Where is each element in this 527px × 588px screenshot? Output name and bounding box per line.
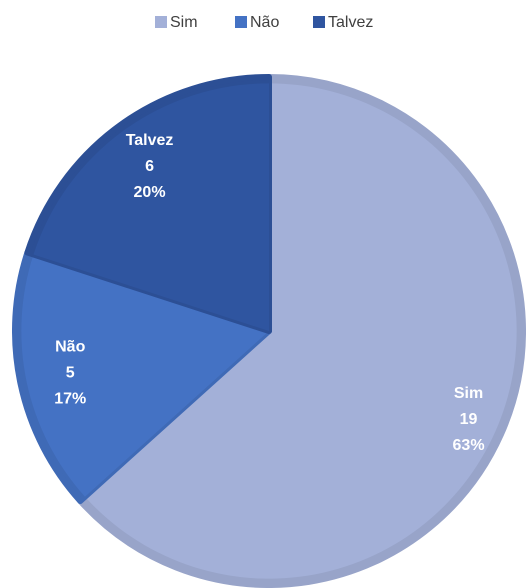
data-label: Talvez xyxy=(126,132,174,149)
legend-swatch xyxy=(155,16,167,28)
data-label: Não xyxy=(55,338,85,355)
pie-slice-inner xyxy=(84,83,517,579)
legend-label: Não xyxy=(250,14,279,31)
data-label: Sim xyxy=(454,385,483,402)
pie-slice-inner xyxy=(33,83,270,331)
data-label: 5 xyxy=(66,364,75,381)
legend-label: Sim xyxy=(170,14,198,31)
pie-slice-inner xyxy=(21,254,269,497)
data-label: 20% xyxy=(134,184,166,201)
data-label: 6 xyxy=(145,158,154,175)
legend-swatch xyxy=(313,16,325,28)
data-label: 19 xyxy=(460,411,478,428)
legend-swatch xyxy=(235,16,247,28)
data-label: 63% xyxy=(453,437,485,454)
data-label: 17% xyxy=(54,390,86,407)
legend-label: Talvez xyxy=(328,14,373,31)
